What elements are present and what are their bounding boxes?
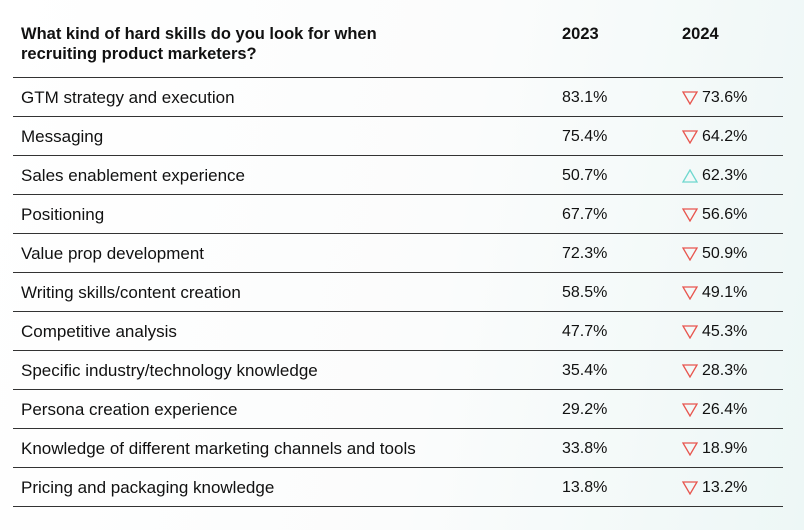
value-2024: 64.2% (702, 128, 748, 145)
value-2023: 75.4% (562, 128, 608, 145)
value-2024: 18.9% (702, 440, 748, 457)
value-2024: 62.3% (702, 167, 748, 184)
value-2024: 45.3% (702, 323, 748, 340)
value-2024-cell: 49.1% (682, 283, 747, 303)
table-row: Positioning 67.7% 56.6% (13, 195, 783, 234)
value-2024-cell: 62.3% (682, 166, 747, 186)
table-row: Pricing and packaging knowledge 13.8% 13.2… (13, 468, 783, 507)
table-row: Competitive analysis 47.7% 45.3% (13, 312, 783, 351)
triangle-down-icon (682, 208, 698, 222)
skill-label: GTM strategy and execution (21, 88, 235, 107)
value-2024-cell: 50.9% (682, 244, 747, 264)
table-header: What kind of hard skills do you look for… (13, 22, 783, 78)
value-2024-cell: 18.9% (682, 439, 747, 459)
value-2024-cell: 73.6% (682, 88, 747, 108)
triangle-down-icon (682, 442, 698, 456)
value-2024: 49.1% (702, 284, 748, 301)
value-2023: 33.8% (562, 440, 608, 457)
value-2023: 58.5% (562, 284, 608, 301)
question-title: What kind of hard skills do you look for… (21, 25, 377, 63)
value-2024: 26.4% (702, 401, 748, 418)
table-row: GTM strategy and execution 83.1% 73.6% (13, 78, 783, 117)
value-2024: 28.3% (702, 362, 748, 379)
skill-label: Persona creation experience (21, 400, 238, 419)
table-row: Writing skills/content creation 58.5% 49.1… (13, 273, 783, 312)
triangle-down-icon (682, 286, 698, 300)
value-2024: 50.9% (702, 245, 748, 262)
table-row: Messaging 75.4% 64.2% (13, 117, 783, 156)
column-header-2024: 2024 (682, 25, 719, 43)
value-2024-cell: 26.4% (682, 400, 747, 420)
value-2023: 47.7% (562, 323, 608, 340)
value-2023: 50.7% (562, 167, 608, 184)
table-row: Persona creation experience 29.2% 26.4% (13, 390, 783, 429)
value-2024: 73.6% (702, 89, 748, 106)
value-2024-cell: 64.2% (682, 127, 747, 147)
skill-label: Sales enablement experience (21, 166, 245, 185)
skill-label: Value prop development (21, 244, 205, 263)
value-2023: 35.4% (562, 362, 608, 379)
value-2024-cell: 13.2% (682, 478, 747, 498)
value-2023: 29.2% (562, 401, 608, 418)
table-body: GTM strategy and execution 83.1% 73.6% Mess… (13, 78, 783, 507)
skill-label: Specific industry/technology knowledge (21, 361, 318, 380)
table-row: Knowledge of different marketing channel… (13, 429, 783, 468)
skill-label: Competitive analysis (21, 322, 177, 341)
table-row: Specific industry/technology knowledge 35… (13, 351, 783, 390)
triangle-down-icon (682, 91, 698, 105)
value-2024-cell: 45.3% (682, 322, 747, 342)
triangle-up-icon (682, 169, 698, 183)
skill-label: Positioning (21, 205, 105, 224)
skill-label: Pricing and packaging knowledge (21, 478, 275, 497)
value-2024-cell: 28.3% (682, 361, 747, 381)
skill-label: Writing skills/content creation (21, 283, 241, 302)
value-2024: 56.6% (702, 206, 748, 223)
triangle-down-icon (682, 364, 698, 378)
value-2023: 83.1% (562, 89, 608, 106)
triangle-down-icon (682, 247, 698, 261)
triangle-down-icon (682, 130, 698, 144)
value-2024-cell: 56.6% (682, 205, 747, 225)
value-2023: 67.7% (562, 206, 608, 223)
skill-label: Knowledge of different marketing channel… (21, 439, 416, 458)
table-row: Sales enablement experience 50.7% 62.3% (13, 156, 783, 195)
value-2023: 13.8% (562, 479, 608, 496)
column-header-2023: 2023 (562, 25, 599, 43)
triangle-down-icon (682, 403, 698, 417)
value-2023: 72.3% (562, 245, 608, 262)
skill-label: Messaging (21, 127, 104, 146)
triangle-down-icon (682, 481, 698, 495)
triangle-down-icon (682, 325, 698, 339)
skills-table: What kind of hard skills do you look for… (13, 22, 783, 507)
value-2024: 13.2% (702, 479, 748, 496)
table-row: Value prop development 72.3% 50.9% (13, 234, 783, 273)
